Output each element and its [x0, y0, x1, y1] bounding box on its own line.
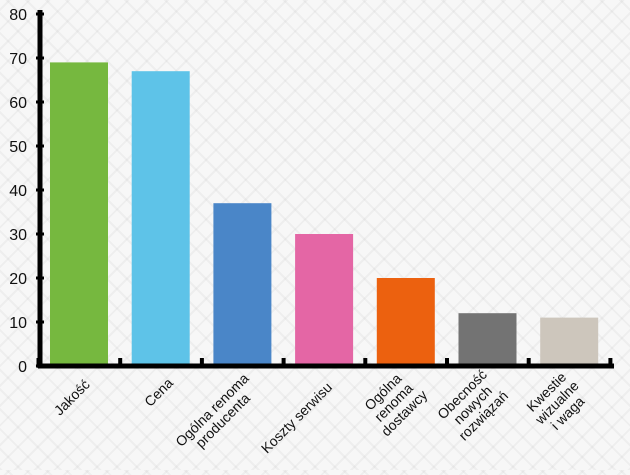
- y-tick-label: 10: [9, 315, 27, 332]
- axes: [36, 10, 614, 369]
- x-category-label: Ogólnarenomadostawcy: [357, 365, 431, 439]
- x-category-label-line: Jakość: [51, 376, 93, 418]
- x-category-label: Obecnośćnowychrozwiązań: [434, 366, 511, 443]
- bar: [376, 278, 435, 366]
- x-category-label-line: Koszty serwisu: [258, 379, 335, 456]
- y-tick-label: 0: [18, 359, 27, 376]
- bar: [50, 62, 108, 367]
- x-category-label: Kwestiewizualnei waga: [521, 367, 593, 439]
- y-tick-label: 40: [9, 183, 27, 200]
- bar: [213, 203, 272, 366]
- y-axis-ticks: 0 10 20 30 40 50 60 70 80: [9, 7, 44, 376]
- bar: [540, 317, 599, 366]
- x-category-label: Cena: [141, 375, 176, 410]
- y-tick-label: 30: [9, 227, 27, 244]
- y-tick-label: 50: [9, 139, 27, 156]
- bar: [131, 71, 190, 366]
- bar: [295, 234, 354, 366]
- bar: [458, 313, 517, 366]
- x-category-label: Ogólna renomaproducenta: [172, 370, 262, 460]
- bars: [50, 62, 599, 367]
- x-category-label: Koszty serwisu: [258, 379, 335, 456]
- x-category-label: Jakość: [51, 376, 93, 418]
- x-category-label-line: Cena: [141, 375, 176, 410]
- y-tick-label: 70: [9, 51, 27, 68]
- y-tick-label: 80: [9, 7, 27, 24]
- y-tick-label: 20: [9, 271, 27, 288]
- y-tick-label: 60: [9, 95, 27, 112]
